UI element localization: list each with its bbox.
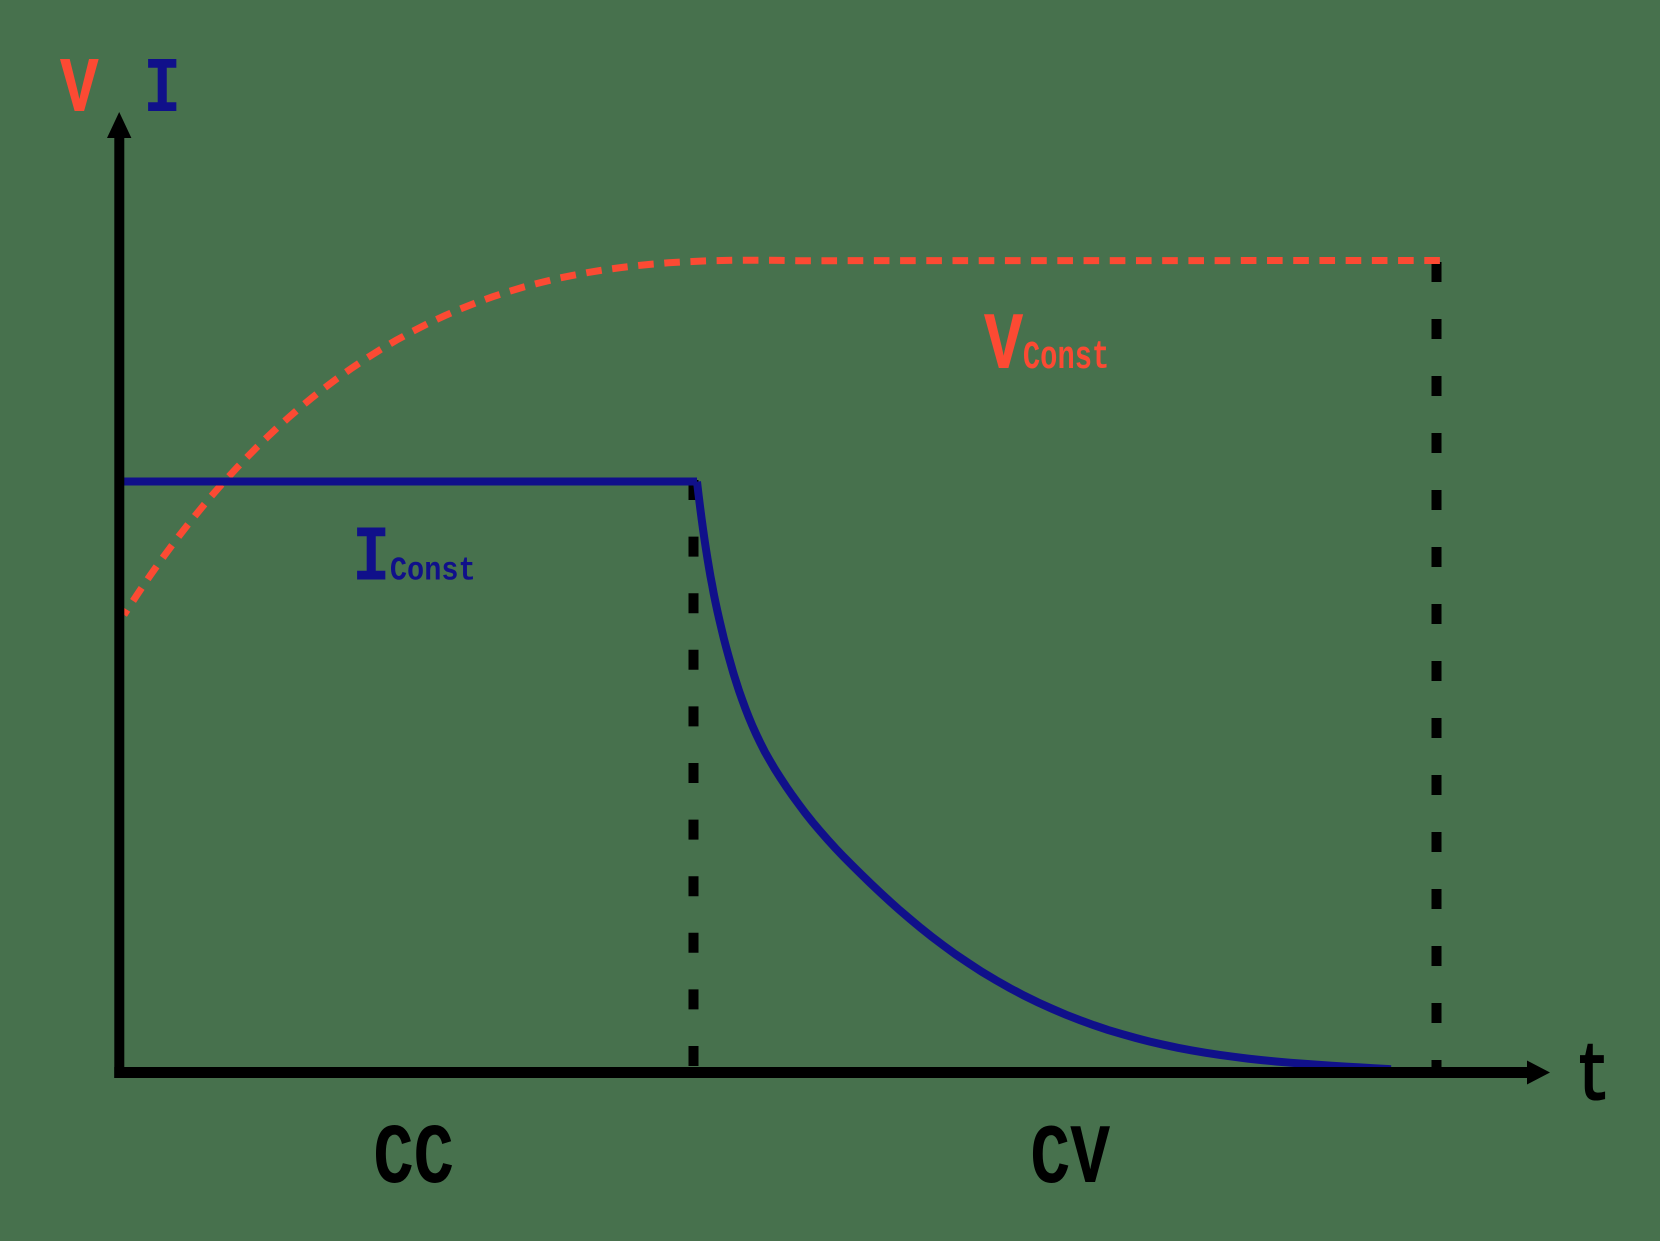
- svg-text:V: V: [984, 301, 1024, 394]
- svg-text:I: I: [352, 514, 390, 603]
- svg-text:CC: CC: [373, 1111, 454, 1208]
- svg-text:t: t: [1575, 1030, 1610, 1125]
- svg-text:CV: CV: [1030, 1112, 1110, 1207]
- svg-text:V: V: [60, 45, 99, 135]
- svg-text:I: I: [143, 46, 181, 135]
- svg-text:Const: Const: [1023, 336, 1109, 381]
- svg-text:Const: Const: [390, 553, 476, 590]
